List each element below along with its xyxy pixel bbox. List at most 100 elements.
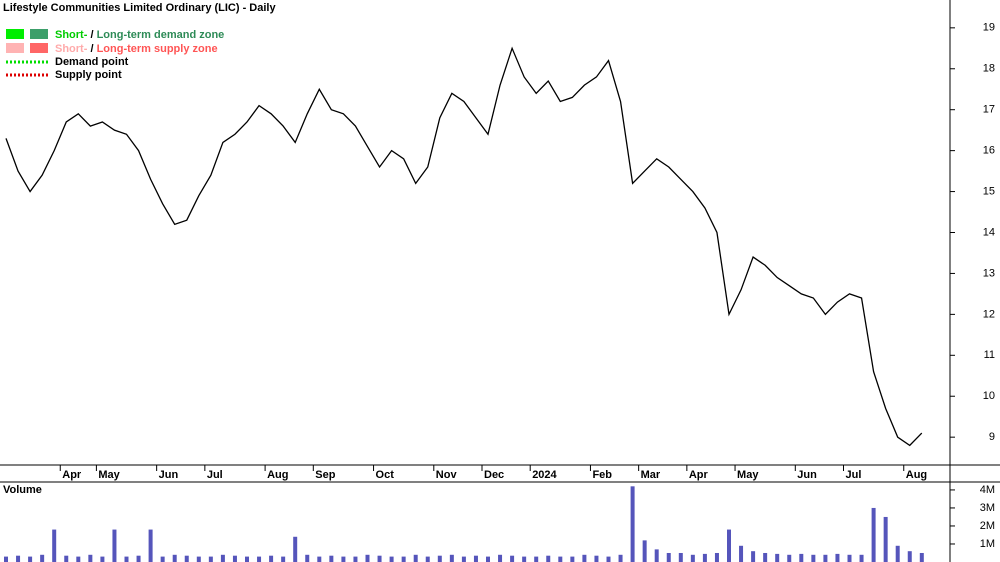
volume-bar <box>534 556 539 562</box>
volume-bar <box>847 554 852 562</box>
legend-swatch <box>6 29 24 39</box>
x-tick-label: Oct <box>376 469 395 481</box>
y-tick-label: 19 <box>983 22 995 34</box>
volume-bar <box>811 554 816 562</box>
x-tick-label: Nov <box>436 469 458 481</box>
y-tick-label: 1M <box>980 538 995 550</box>
volume-bar <box>751 551 756 562</box>
volume-bar <box>522 556 527 562</box>
price-line <box>5 46 923 447</box>
legend-long: Long-term demand zone <box>97 29 225 41</box>
volume-bar <box>678 552 683 562</box>
volume-bar <box>413 554 418 562</box>
volume-bar <box>160 556 165 562</box>
volume-bar <box>401 556 406 562</box>
volume-bar <box>64 555 69 562</box>
volume-bar <box>389 556 394 562</box>
volume-bar <box>606 556 611 562</box>
volume-bar <box>498 554 503 562</box>
volume-bar <box>799 553 804 562</box>
volume-bar <box>377 555 382 562</box>
y-tick-label: 2M <box>980 520 995 532</box>
volume-bar <box>473 555 478 562</box>
volume-bar <box>582 554 587 562</box>
legend-swatch <box>30 43 48 53</box>
volume-bar <box>510 555 515 562</box>
volume-bar <box>88 554 93 562</box>
y-tick-label: 14 <box>983 226 995 238</box>
legend-label: Demand point <box>55 56 129 68</box>
volume-bar <box>727 529 731 562</box>
volume-bar <box>690 554 695 562</box>
volume-bar <box>4 556 8 562</box>
volume-bar <box>558 556 563 562</box>
volume-bar <box>245 556 249 562</box>
x-tick-label: Feb <box>592 469 612 481</box>
legend-label: Supply point <box>55 69 122 81</box>
volume-bar <box>546 555 551 562</box>
volume-title: Volume <box>3 484 42 496</box>
volume-bar <box>714 552 719 562</box>
x-tick-label: Jun <box>797 469 817 481</box>
volume-bar <box>630 486 635 562</box>
volume-bar <box>787 554 792 562</box>
x-tick-label: Sep <box>315 469 335 481</box>
volume-bar <box>883 516 888 562</box>
legend-swatch <box>30 29 48 39</box>
y-tick-label: 13 <box>983 267 995 279</box>
y-tick-label: 18 <box>983 63 995 75</box>
volume-bar <box>172 554 177 562</box>
volume-bar <box>281 556 286 562</box>
volume-bar <box>353 556 358 562</box>
volume-bar <box>76 556 81 562</box>
volume-bar <box>232 555 237 562</box>
x-tick-label: Dec <box>484 469 504 481</box>
volume-bar <box>437 555 442 562</box>
y-tick-label: 10 <box>983 390 995 402</box>
volume-bar <box>365 554 370 562</box>
volume-bar <box>775 553 780 562</box>
x-tick-label: May <box>98 469 120 481</box>
y-tick-label: 12 <box>983 308 995 320</box>
volume-bar <box>859 554 864 562</box>
volume-bar <box>40 554 45 562</box>
x-tick-label: 2024 <box>532 469 557 481</box>
volume-bar <box>486 556 490 562</box>
volume-bar <box>136 555 141 562</box>
legend-long: Long-term supply zone <box>97 43 218 55</box>
x-tick-label: Mar <box>641 469 661 481</box>
volume-bar <box>293 536 298 562</box>
legend-label: Short- / Long-term demand zone <box>55 29 224 41</box>
chart-title: Lifestyle Communities Limited Ordinary (… <box>3 2 276 14</box>
volume-bar <box>220 554 225 562</box>
volume-bar <box>196 556 201 562</box>
legend-label: Short- / Long-term supply zone <box>55 43 218 55</box>
legend-short: Short- <box>55 43 88 55</box>
volume-bar <box>16 555 21 562</box>
y-tick-label: 9 <box>989 431 995 443</box>
volume-bar <box>570 556 575 562</box>
volume-bar <box>823 554 828 562</box>
y-tick-label: 11 <box>984 349 995 361</box>
x-tick-label: Apr <box>62 469 82 481</box>
y-tick-label: 17 <box>983 104 995 116</box>
volume-bar <box>425 556 430 562</box>
volume-bar <box>461 556 466 562</box>
volume-bar <box>317 556 322 562</box>
volume-bar <box>835 553 840 562</box>
volume-bar <box>208 556 213 562</box>
volume-bar <box>449 554 454 562</box>
volume-bar <box>642 540 647 562</box>
volume-bar <box>148 529 153 562</box>
x-tick-label: Jul <box>207 469 223 481</box>
volume-bar <box>763 552 768 562</box>
volume-bar <box>329 555 334 562</box>
y-tick-label: 15 <box>983 185 995 197</box>
legend: Short- / Long-term demand zone Short- / … <box>6 29 224 81</box>
volume-bar <box>895 545 900 562</box>
x-tick-label: Apr <box>689 469 709 481</box>
y-tick-label: 16 <box>983 145 995 157</box>
x-tick-label: May <box>737 469 759 481</box>
